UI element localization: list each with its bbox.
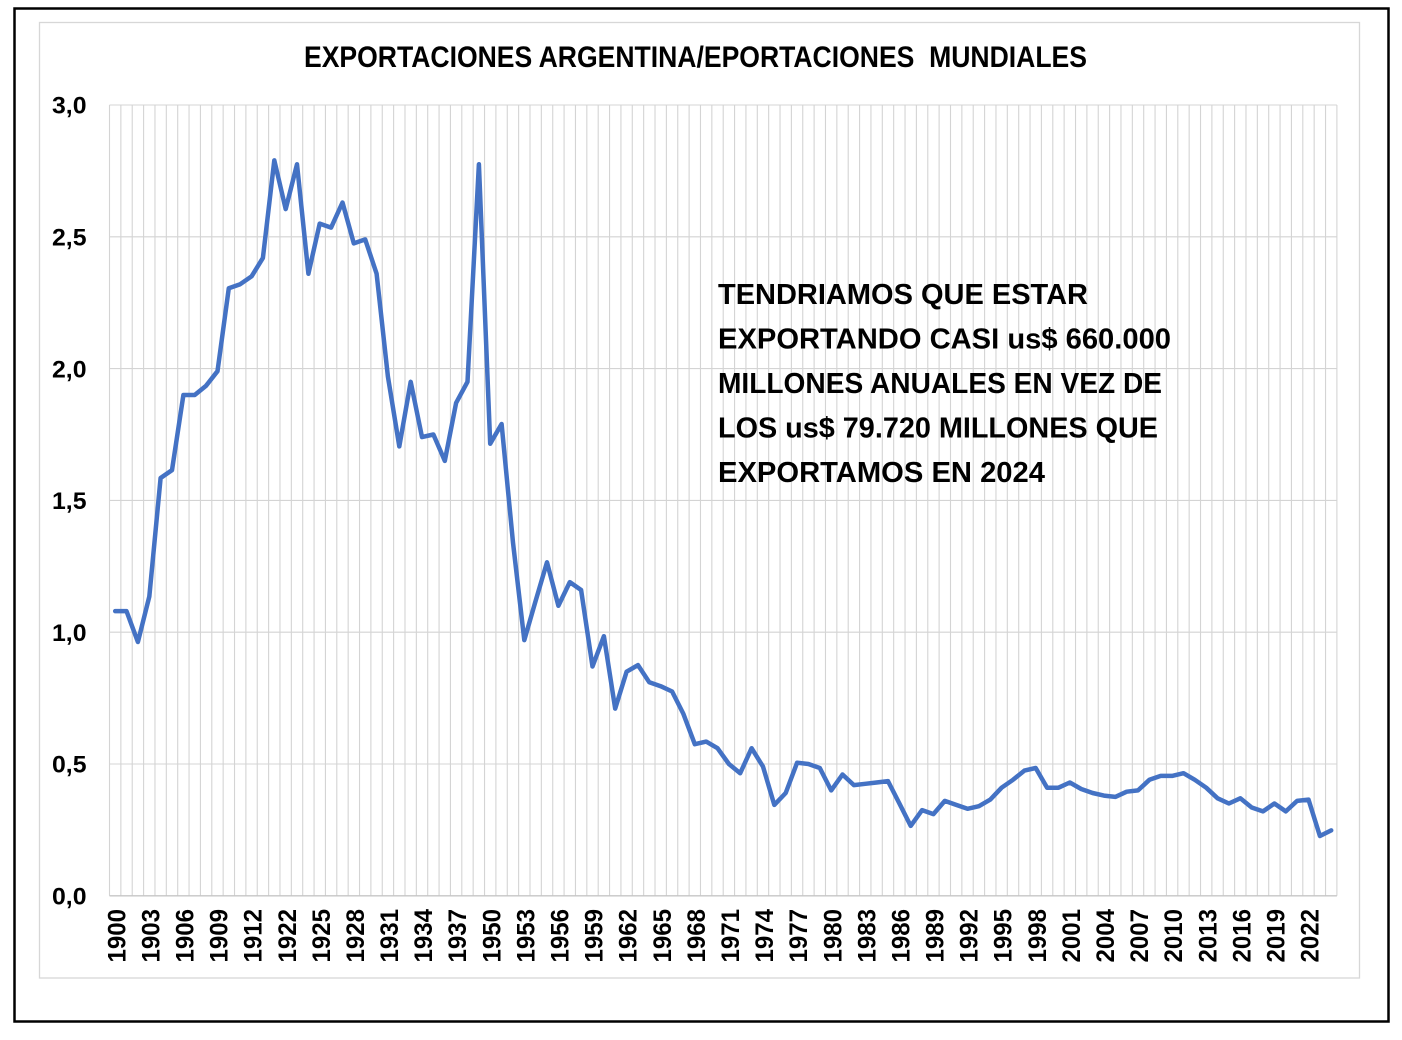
svg-text:2016: 2016 bbox=[1228, 909, 1256, 963]
svg-text:MILLONES ANUALES EN VEZ DE: MILLONES ANUALES EN VEZ DE bbox=[718, 368, 1162, 400]
svg-text:3,0: 3,0 bbox=[52, 93, 87, 120]
svg-text:1977: 1977 bbox=[785, 909, 813, 963]
svg-text:1980: 1980 bbox=[819, 909, 847, 963]
svg-text:1,5: 1,5 bbox=[52, 488, 87, 515]
svg-text:1922: 1922 bbox=[274, 909, 302, 963]
svg-text:1906: 1906 bbox=[172, 909, 200, 963]
svg-text:0,0: 0,0 bbox=[52, 884, 87, 911]
svg-text:1995: 1995 bbox=[990, 909, 1018, 963]
svg-text:2007: 2007 bbox=[1126, 909, 1154, 963]
svg-text:0,5: 0,5 bbox=[52, 752, 87, 779]
svg-text:2,0: 2,0 bbox=[52, 356, 87, 383]
svg-text:2022: 2022 bbox=[1297, 909, 1325, 963]
svg-text:1900: 1900 bbox=[103, 909, 131, 963]
svg-text:TENDRIAMOS QUE ESTAR: TENDRIAMOS QUE ESTAR bbox=[718, 279, 1088, 311]
svg-text:1956: 1956 bbox=[547, 909, 575, 963]
svg-text:2013: 2013 bbox=[1194, 909, 1222, 963]
svg-text:1,0: 1,0 bbox=[52, 620, 87, 647]
svg-text:1909: 1909 bbox=[206, 909, 234, 963]
svg-text:2004: 2004 bbox=[1092, 909, 1120, 963]
svg-text:1968: 1968 bbox=[683, 909, 711, 963]
svg-text:1912: 1912 bbox=[240, 909, 268, 963]
svg-text:1950: 1950 bbox=[478, 909, 506, 963]
svg-text:1962: 1962 bbox=[615, 909, 643, 963]
svg-text:1953: 1953 bbox=[512, 909, 540, 963]
svg-text:1992: 1992 bbox=[956, 909, 984, 963]
svg-text:2,5: 2,5 bbox=[52, 225, 87, 252]
svg-text:2010: 2010 bbox=[1160, 909, 1188, 963]
svg-text:1937: 1937 bbox=[444, 909, 472, 963]
svg-text:1931: 1931 bbox=[376, 909, 404, 963]
svg-text:EXPORTAMOS EN 2024: EXPORTAMOS EN 2024 bbox=[718, 457, 1045, 489]
svg-text:1965: 1965 bbox=[649, 909, 677, 963]
svg-text:LOS us$ 79.720 MILLONES QUE: LOS us$ 79.720 MILLONES QUE bbox=[718, 413, 1158, 445]
svg-text:1959: 1959 bbox=[581, 909, 609, 963]
svg-text:EXPORTACIONES ARGENTINA/EPORTA: EXPORTACIONES ARGENTINA/EPORTACIONES MUN… bbox=[304, 41, 1087, 74]
svg-text:1983: 1983 bbox=[853, 909, 881, 963]
svg-text:1986: 1986 bbox=[888, 909, 916, 963]
svg-text:1925: 1925 bbox=[308, 909, 336, 963]
svg-text:2019: 2019 bbox=[1263, 909, 1291, 963]
svg-text:1934: 1934 bbox=[410, 909, 438, 963]
svg-text:1903: 1903 bbox=[137, 909, 165, 963]
svg-text:1928: 1928 bbox=[342, 909, 370, 963]
svg-text:1998: 1998 bbox=[1024, 909, 1052, 963]
svg-text:EXPORTANDO CASI us$ 660.000: EXPORTANDO CASI us$ 660.000 bbox=[718, 324, 1171, 356]
svg-text:1971: 1971 bbox=[717, 909, 745, 963]
svg-text:1989: 1989 bbox=[922, 909, 950, 963]
svg-text:1974: 1974 bbox=[751, 909, 779, 963]
svg-text:2001: 2001 bbox=[1058, 909, 1086, 963]
